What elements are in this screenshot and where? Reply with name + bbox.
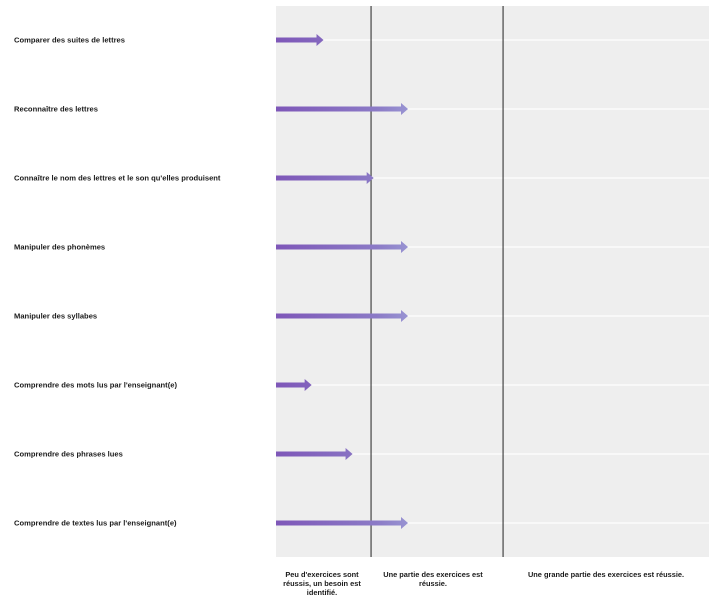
category-label: Connaître le nom des lettres et le son q… (14, 174, 221, 183)
bars (276, 34, 409, 529)
bar (276, 34, 324, 46)
bar (276, 241, 409, 253)
band-dividers (370, 6, 504, 557)
bar (276, 310, 409, 322)
category-labels: Comparer des suites de lettres Reconnaîtr… (14, 36, 221, 528)
band-label-mid: Une partie des exercices est réussie. (383, 570, 483, 588)
category-label: Comprendre de textes lus par l'enseignan… (14, 519, 177, 528)
category-label: Manipuler des syllabes (14, 312, 97, 321)
bar (276, 448, 353, 460)
category-label: Reconnaître des lettres (14, 105, 98, 114)
category-label: Comparer des suites de lettres (14, 36, 125, 45)
category-label: Comprendre des phrases lues (14, 450, 123, 459)
band-label-low: Peu d'exercices sont réussis, un besoin … (283, 570, 361, 597)
bar (276, 103, 409, 115)
category-label: Manipuler des phonèmes (14, 243, 105, 252)
band-label-high: Une grande partie des exercices est réus… (527, 570, 685, 579)
background-bands (276, 6, 709, 557)
plot-background (276, 6, 709, 557)
bar (276, 517, 409, 529)
bar (276, 379, 312, 391)
category-label: Comprendre des mots lus par l'enseignant… (14, 381, 177, 390)
bar (276, 172, 374, 184)
